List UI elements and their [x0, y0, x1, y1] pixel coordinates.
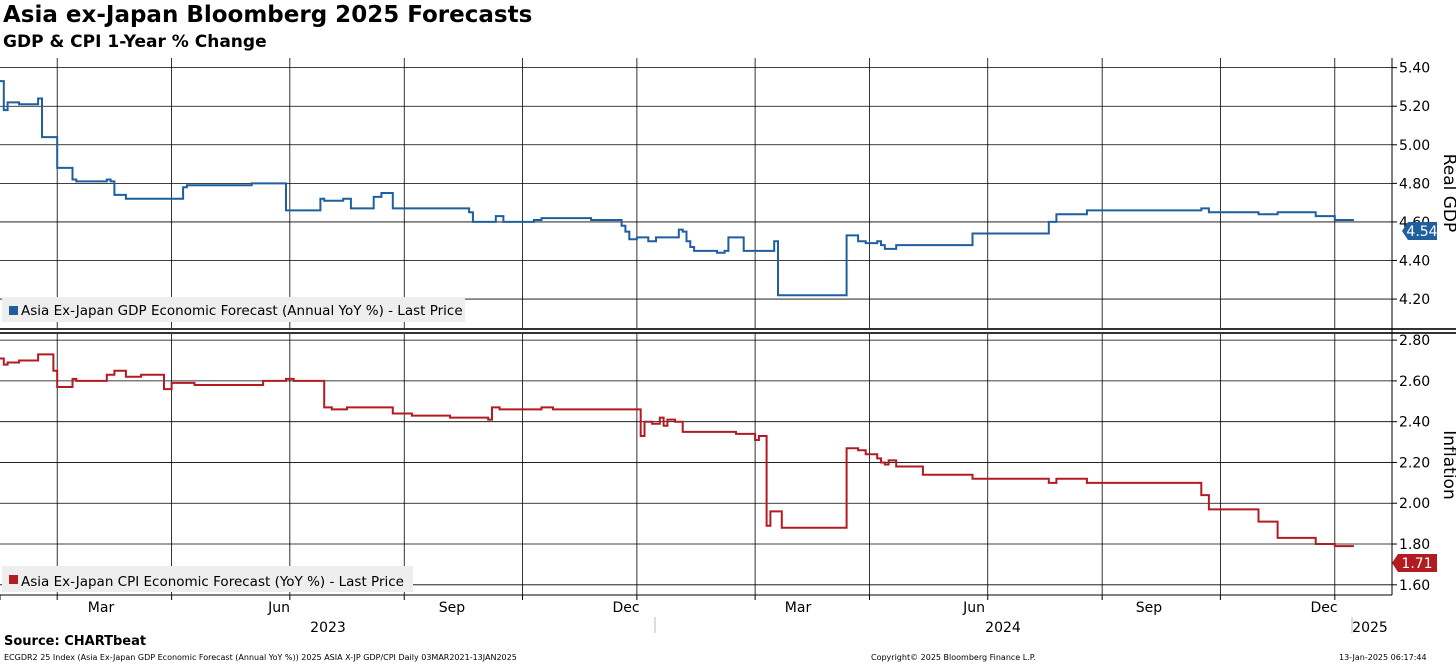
- timestamp-note: 13-Jan-2025 06:17:44: [1339, 653, 1427, 662]
- year-label-2023: 2023: [310, 620, 346, 636]
- x-month-label: Sep: [1136, 600, 1163, 616]
- gdp-y-tick-label: 4.20: [1399, 292, 1430, 308]
- cpi-last-value: 1.71: [1401, 556, 1432, 572]
- gdp-y-tick-label: 4.80: [1399, 176, 1430, 192]
- cpi-series-line[interactable]: [0, 353, 1354, 548]
- cpi-y-tick-label: 1.80: [1399, 537, 1430, 553]
- gdp-legend-label: Asia Ex-Japan GDP Economic Forecast (Ann…: [21, 303, 463, 319]
- cpi-y-tick-label: 2.60: [1399, 374, 1430, 390]
- x-month-label: Mar: [88, 600, 115, 616]
- cpi-last-value-tag: 1.71: [1392, 554, 1437, 572]
- source-note: Source: CHARTbeat: [4, 634, 147, 649]
- x-axis-years: 2023 2024 2025: [310, 617, 1388, 636]
- cpi-axis-title: Inflation: [1439, 430, 1456, 499]
- gdp-y-axis: 4.204.404.604.805.005.205.40: [1392, 61, 1430, 308]
- x-month-label: Mar: [785, 600, 812, 616]
- x-month-label: Sep: [439, 600, 466, 616]
- year-label-2024: 2024: [985, 620, 1021, 636]
- plot-background: [0, 58, 1392, 595]
- x-month-label: Dec: [612, 600, 639, 616]
- cpi-legend-label: Asia Ex-Japan CPI Economic Forecast (YoY…: [21, 574, 404, 590]
- gdp-legend[interactable]: Asia Ex-Japan GDP Economic Forecast (Ann…: [2, 297, 465, 322]
- gdp-y-tick-label: 5.40: [1399, 61, 1430, 77]
- cpi-y-tick-label: 1.60: [1399, 578, 1430, 594]
- x-month-label: Jun: [267, 600, 290, 616]
- ticker-note: ECGDR2 25 Index (Asia Ex-Japan GDP Econo…: [4, 653, 517, 662]
- gdp-gridlines: [0, 58, 1392, 328]
- gdp-last-value: 4.54: [1406, 224, 1437, 240]
- gdp-y-tick-label: 5.20: [1399, 99, 1430, 115]
- cpi-legend-swatch: [9, 575, 18, 584]
- gdp-y-tick-label: 4.40: [1399, 254, 1430, 270]
- cpi-gridlines: [0, 334, 1392, 595]
- gdp-axis-title: Real GDP: [1439, 154, 1456, 233]
- chart-title: Asia ex-Japan Bloomberg 2025 Forecasts: [3, 2, 533, 28]
- gdp-y-tick-label: 5.00: [1399, 138, 1430, 154]
- copyright-note: Copyright© 2025 Bloomberg Finance L.P.: [871, 653, 1036, 662]
- x-axis: Mar Jun Sep Dec Mar Jun Sep Dec: [0, 595, 1338, 616]
- cpi-y-tick-label: 2.80: [1399, 333, 1430, 349]
- cpi-y-tick-label: 2.40: [1399, 415, 1430, 431]
- year-label-2025: 2025: [1352, 620, 1388, 636]
- cpi-y-tick-label: 2.00: [1399, 496, 1430, 512]
- chart-subtitle: GDP & CPI 1-Year % Change: [3, 32, 267, 52]
- x-month-label: Jun: [962, 600, 985, 616]
- cpi-legend[interactable]: Asia Ex-Japan CPI Economic Forecast (YoY…: [2, 566, 413, 592]
- gdp-legend-swatch: [9, 306, 18, 315]
- cpi-y-tick-label: 2.20: [1399, 455, 1430, 471]
- gdp-series-line[interactable]: [0, 80, 1354, 297]
- cpi-y-axis: 1.60 1.80 2.00 2.20 2.40 2.60 2.80: [1392, 333, 1430, 594]
- gdp-last-value-tag: 4.54: [1402, 222, 1438, 240]
- x-month-label: Dec: [1310, 600, 1337, 616]
